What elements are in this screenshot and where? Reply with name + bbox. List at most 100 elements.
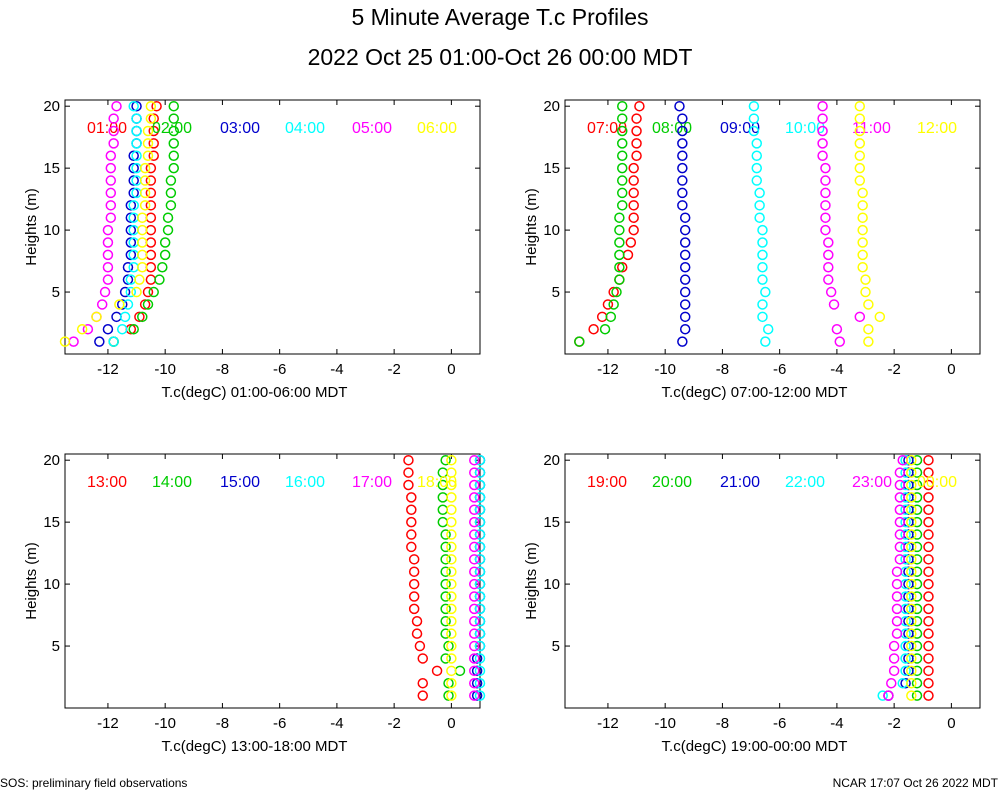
data-point-1200 (854, 113, 866, 124)
data-point-0600 (76, 323, 88, 335)
data-point-1400 (443, 690, 454, 701)
y-tick-label: 5 (552, 638, 560, 655)
data-point-1200 (854, 150, 866, 162)
data-point-1200 (854, 125, 866, 137)
data-point-1300 (403, 454, 414, 466)
data-point-0900 (677, 162, 688, 174)
data-point-0300 (116, 299, 128, 310)
y-tick-label: 5 (52, 284, 60, 301)
data-point-2300 (894, 492, 906, 503)
data-point-1100 (817, 100, 828, 112)
data-point-0500 (102, 262, 114, 273)
data-point-1700 (469, 504, 480, 516)
data-point-1300 (406, 529, 417, 540)
x-axis-label: T.c(degC) 07:00-12:00 MDT (662, 384, 848, 401)
data-point-1700 (469, 690, 480, 701)
data-point-0200 (165, 200, 177, 211)
data-point-1800 (446, 690, 457, 701)
data-point-1600 (474, 640, 486, 652)
legend-1100: 11:00 (852, 120, 891, 137)
data-point-1100 (820, 224, 831, 236)
data-point-2100 (903, 578, 914, 590)
data-point-0600 (142, 125, 154, 137)
data-point-0000 (906, 628, 917, 639)
data-point-1300 (411, 628, 423, 639)
data-point-2200 (900, 504, 911, 516)
data-point-0300 (125, 212, 137, 223)
data-point-0800 (616, 125, 628, 137)
data-point-1400 (440, 454, 451, 466)
data-point-2100 (903, 616, 914, 627)
y-tick-label: 10 (543, 576, 560, 593)
data-point-0700 (631, 125, 642, 137)
y-tick-label: 20 (43, 452, 60, 469)
data-point-0900 (677, 125, 688, 137)
data-point-1000 (757, 237, 768, 248)
legend-0600: 06:00 (417, 120, 457, 137)
data-point-2200 (900, 541, 911, 553)
plot-frame (564, 453, 981, 709)
data-point-0600 (139, 175, 151, 186)
data-point-1900 (923, 492, 934, 503)
data-point-1000 (757, 249, 768, 261)
data-point-1900 (923, 504, 934, 516)
data-point-1000 (757, 262, 768, 273)
data-point-1300 (417, 653, 429, 664)
data-point-0700 (628, 187, 639, 199)
data-point-0500 (82, 323, 94, 335)
data-point-2300 (891, 628, 903, 639)
data-point-1400 (440, 616, 451, 627)
data-point-0800 (616, 162, 628, 174)
data-point-1700 (469, 653, 480, 664)
data-point-0100 (145, 200, 157, 211)
data-point-0600 (139, 162, 151, 174)
legend-2300: 23:00 (852, 474, 892, 491)
x-tick-label: -6 (773, 361, 786, 378)
data-point-1000 (751, 175, 763, 186)
x-tick-label: -6 (773, 715, 786, 732)
legend-1200: 12:00 (917, 120, 957, 137)
data-point-2200 (900, 554, 911, 565)
data-point-1200 (854, 138, 866, 149)
data-point-1900 (923, 628, 934, 639)
data-point-0500 (105, 175, 117, 186)
data-point-1300 (408, 591, 420, 602)
data-point-1000 (757, 224, 768, 236)
x-tick-label: -2 (387, 361, 400, 378)
data-point-0400 (131, 138, 142, 149)
x-tick-label: -12 (97, 361, 119, 378)
data-point-1100 (817, 138, 828, 149)
legend-0500: 05:00 (352, 120, 392, 137)
x-tick-label: 0 (947, 361, 955, 378)
data-point-2100 (903, 640, 914, 652)
data-point-0500 (105, 150, 117, 162)
data-point-2300 (891, 578, 903, 590)
data-point-1700 (469, 677, 480, 689)
y-tick-label: 5 (52, 638, 60, 655)
data-point-0300 (128, 187, 139, 199)
y-axis-label: Heights (m) (23, 188, 40, 266)
data-point-1600 (474, 554, 486, 565)
data-point-0900 (677, 113, 688, 124)
data-point-1000 (757, 311, 768, 323)
data-point-1200 (854, 100, 866, 112)
data-point-2000 (911, 690, 923, 701)
data-point-0500 (108, 125, 119, 137)
data-point-0200 (128, 323, 139, 335)
data-point-0900 (679, 323, 691, 335)
data-point-0800 (614, 237, 625, 248)
data-point-1200 (863, 299, 874, 310)
y-axis-label: Heights (m) (523, 542, 540, 620)
data-point-1100 (820, 200, 831, 211)
data-point-1600 (474, 492, 486, 503)
data-point-0900 (679, 262, 691, 273)
legend-1500: 15:00 (220, 474, 260, 491)
data-point-0000 (906, 591, 917, 602)
data-point-0200 (162, 212, 174, 223)
data-point-1200 (857, 212, 868, 223)
data-point-0700 (628, 162, 639, 174)
data-point-2300 (888, 653, 900, 664)
data-point-1000 (762, 323, 774, 335)
x-tick-label: -6 (273, 715, 286, 732)
